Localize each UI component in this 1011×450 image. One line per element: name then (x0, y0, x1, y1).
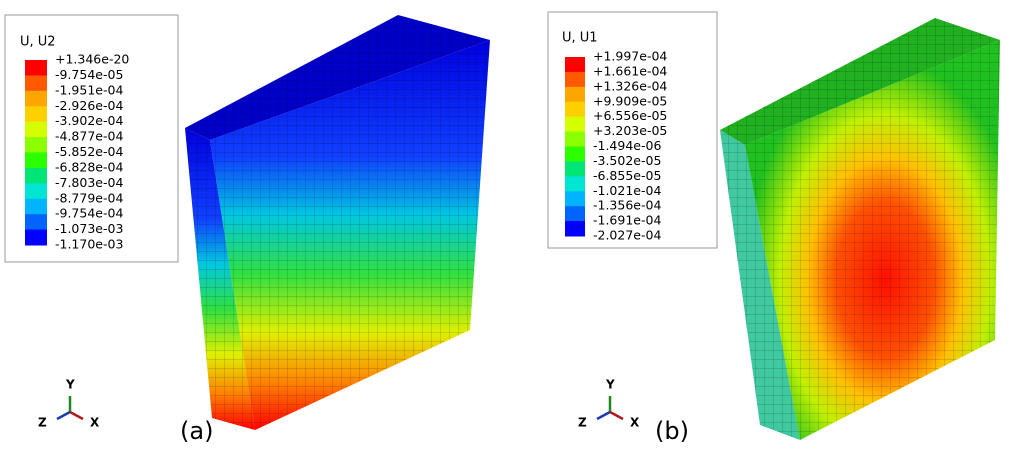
legend-label: -2.926e-04 (55, 98, 123, 113)
legend-label: +6.556e-05 (593, 108, 667, 123)
axis-z-label: Z (38, 416, 47, 430)
legend-label: +1.326e-04 (593, 78, 667, 93)
legend-label: -6.855e-05 (593, 168, 661, 183)
legend-label: -1.494e-06 (593, 138, 661, 153)
color-band (565, 131, 585, 147)
legend-label: -1.356e-04 (593, 198, 661, 213)
legend-label: +1.346e-20 (55, 52, 129, 67)
model-b (720, 18, 1000, 440)
color-band (25, 106, 47, 123)
legend-label: -1.021e-04 (593, 183, 661, 198)
color-band (25, 75, 47, 92)
color-band (565, 101, 585, 118)
axis-x-label: X (90, 416, 100, 430)
legend-label: -9.754e-05 (55, 67, 123, 82)
color-band (565, 146, 585, 162)
legend-label: -1.691e-04 (593, 213, 661, 228)
color-band (565, 221, 585, 237)
legend-label: -1.073e-03 (55, 221, 123, 236)
color-band (565, 176, 585, 192)
legend-label: -3.902e-04 (55, 113, 123, 128)
color-band (25, 229, 47, 246)
color-band (25, 152, 47, 169)
color-band (565, 206, 585, 222)
legend-label: +9.909e-05 (593, 93, 667, 108)
legend-label: -8.779e-04 (55, 190, 123, 205)
color-band (25, 90, 47, 107)
color-band (25, 214, 47, 231)
color-band (25, 183, 47, 200)
axis-z (596, 410, 611, 421)
axis-x-label: X (630, 416, 640, 430)
color-band (25, 60, 47, 76)
color-band (565, 161, 585, 177)
legend-label: -9.754e-04 (55, 206, 123, 221)
color-band (565, 57, 585, 73)
legend-label: +3.203e-05 (593, 123, 667, 138)
legend-label: -5.852e-04 (55, 144, 123, 159)
color-band (25, 121, 47, 138)
axis-z (56, 410, 71, 421)
model-a (185, 15, 490, 430)
color-band (565, 116, 585, 133)
legend-label: -1.170e-03 (55, 237, 123, 252)
color-band (565, 71, 585, 88)
axis-x (609, 410, 624, 421)
color-band (25, 198, 47, 215)
axis-y-label: Y (605, 378, 615, 392)
axis-x (69, 410, 84, 421)
legend-label: -7.803e-04 (55, 175, 123, 190)
panel-label: (b) (655, 417, 689, 445)
legend-title: U, U2 (20, 35, 56, 50)
legend-label: +1.661e-04 (593, 63, 667, 78)
legend-label: -4.877e-04 (55, 129, 123, 144)
legend-label: -1.951e-04 (55, 82, 123, 97)
legend-label: -6.828e-04 (55, 159, 123, 174)
legend-label: +1.997e-04 (593, 49, 667, 64)
legend-label: -3.502e-05 (593, 153, 661, 168)
color-band (25, 137, 47, 153)
color-band (25, 167, 47, 184)
axis-z-label: Z (578, 416, 587, 430)
color-band (565, 86, 585, 103)
color-band (565, 191, 585, 207)
panel-label: (a) (180, 417, 213, 445)
legend-title: U, U1 (562, 31, 598, 46)
legend-label: -2.027e-04 (593, 228, 661, 243)
axis-y-label: Y (65, 378, 75, 392)
